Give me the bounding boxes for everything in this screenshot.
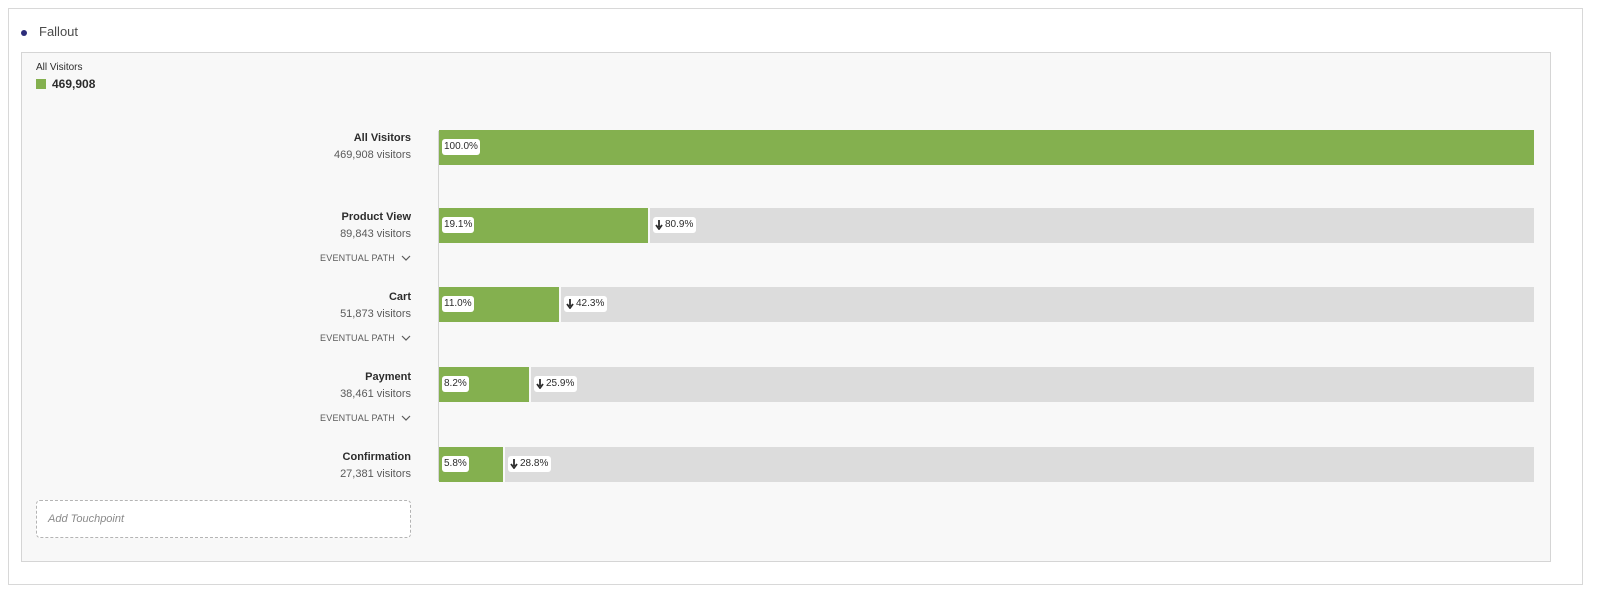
step-label-payment: Payment 38,461 visitors <box>340 369 411 403</box>
step-name[interactable]: Confirmation <box>342 451 411 463</box>
fill-gap <box>503 447 505 482</box>
dropoff-percent: 25.9% <box>546 378 575 389</box>
step-percent: 11.0% <box>442 296 474 312</box>
fill-gap <box>559 287 561 322</box>
step-bar-track[interactable]: 19.1% 80.9% <box>439 208 1534 243</box>
chevron-down-icon <box>401 415 411 421</box>
arrow-down-icon <box>566 299 574 309</box>
step-label-product-view: Product View 89,843 visitors <box>340 209 411 243</box>
step-visitors: 38,461 visitors <box>340 388 411 400</box>
funnel-axis-line <box>438 131 439 481</box>
bullet-dot-icon <box>21 29 27 36</box>
fill-gap <box>648 208 650 243</box>
arrow-down-icon <box>510 459 518 469</box>
step-bar-fill[interactable]: 100.0% <box>439 130 1534 165</box>
fallout-panel: Fallout All Visitors 469,908 All Visitor… <box>8 8 1583 585</box>
chevron-down-icon <box>401 335 411 341</box>
step-name[interactable]: Payment <box>365 371 411 383</box>
dropoff-percent: 80.9% <box>665 219 694 230</box>
step-bar-fill[interactable]: 8.2% <box>439 367 529 402</box>
fill-gap <box>529 367 531 402</box>
dropoff-percent: 28.8% <box>520 458 549 469</box>
step-bar-fill[interactable]: 5.8% <box>439 447 503 482</box>
step-percent: 5.8% <box>442 456 469 472</box>
step-bar-fill[interactable]: 11.0% <box>439 287 559 322</box>
step-percent: 100.0% <box>442 139 480 155</box>
step-bar-track[interactable]: 11.0% 42.3% <box>439 287 1534 322</box>
step-bar-track[interactable]: 8.2% 25.9% <box>439 367 1534 402</box>
panel-header[interactable]: Fallout <box>21 23 78 39</box>
fallout-visualization: All Visitors 469,908 All Visitors 469,90… <box>21 52 1551 562</box>
step-dropoff: 28.8% <box>508 456 552 472</box>
eventual-path-label: EVENTUAL PATH <box>320 413 395 423</box>
step-percent: 8.2% <box>442 376 469 392</box>
step-name[interactable]: All Visitors <box>353 132 411 144</box>
legend-value: 469,908 <box>52 77 96 91</box>
step-label-cart: Cart 51,873 visitors <box>340 289 411 323</box>
legend-title: All Visitors <box>36 62 83 73</box>
legend-swatch <box>36 79 46 89</box>
step-dropoff: 25.9% <box>534 376 578 392</box>
step-label-confirmation: Confirmation 27,381 visitors <box>340 449 411 483</box>
panel-title: Fallout <box>39 23 79 39</box>
eventual-path-label: EVENTUAL PATH <box>320 253 395 263</box>
arrow-down-icon <box>536 379 544 389</box>
chevron-down-icon <box>401 255 411 261</box>
step-visitors: 51,873 visitors <box>340 308 411 320</box>
add-touchpoint-dropzone[interactable]: Add Touchpoint <box>36 500 411 538</box>
eventual-path-toggle[interactable]: EVENTUAL PATH <box>320 413 411 423</box>
arrow-down-icon <box>655 220 663 230</box>
step-label-all-visitors: All Visitors 469,908 visitors <box>334 130 411 164</box>
eventual-path-toggle[interactable]: EVENTUAL PATH <box>320 253 411 263</box>
step-name[interactable]: Product View <box>341 211 411 223</box>
step-visitors: 469,908 visitors <box>333 149 411 161</box>
dropoff-percent: 42.3% <box>576 298 605 309</box>
step-dropoff: 80.9% <box>653 217 697 233</box>
step-dropoff: 42.3% <box>564 296 608 312</box>
eventual-path-label: EVENTUAL PATH <box>320 333 395 343</box>
eventual-path-toggle[interactable]: EVENTUAL PATH <box>320 333 411 343</box>
step-bar-track[interactable]: 5.8% 28.8% <box>439 447 1534 482</box>
legend-row: 469,908 <box>36 77 95 91</box>
step-bar-fill[interactable]: 19.1% <box>439 208 648 243</box>
step-bar-track[interactable]: 100.0% <box>439 130 1534 165</box>
step-visitors: 89,843 visitors <box>340 228 411 240</box>
legend: All Visitors 469,908 <box>36 62 95 91</box>
step-visitors: 27,381 visitors <box>340 468 411 480</box>
step-percent: 19.1% <box>442 217 475 233</box>
step-name[interactable]: Cart <box>388 291 411 303</box>
